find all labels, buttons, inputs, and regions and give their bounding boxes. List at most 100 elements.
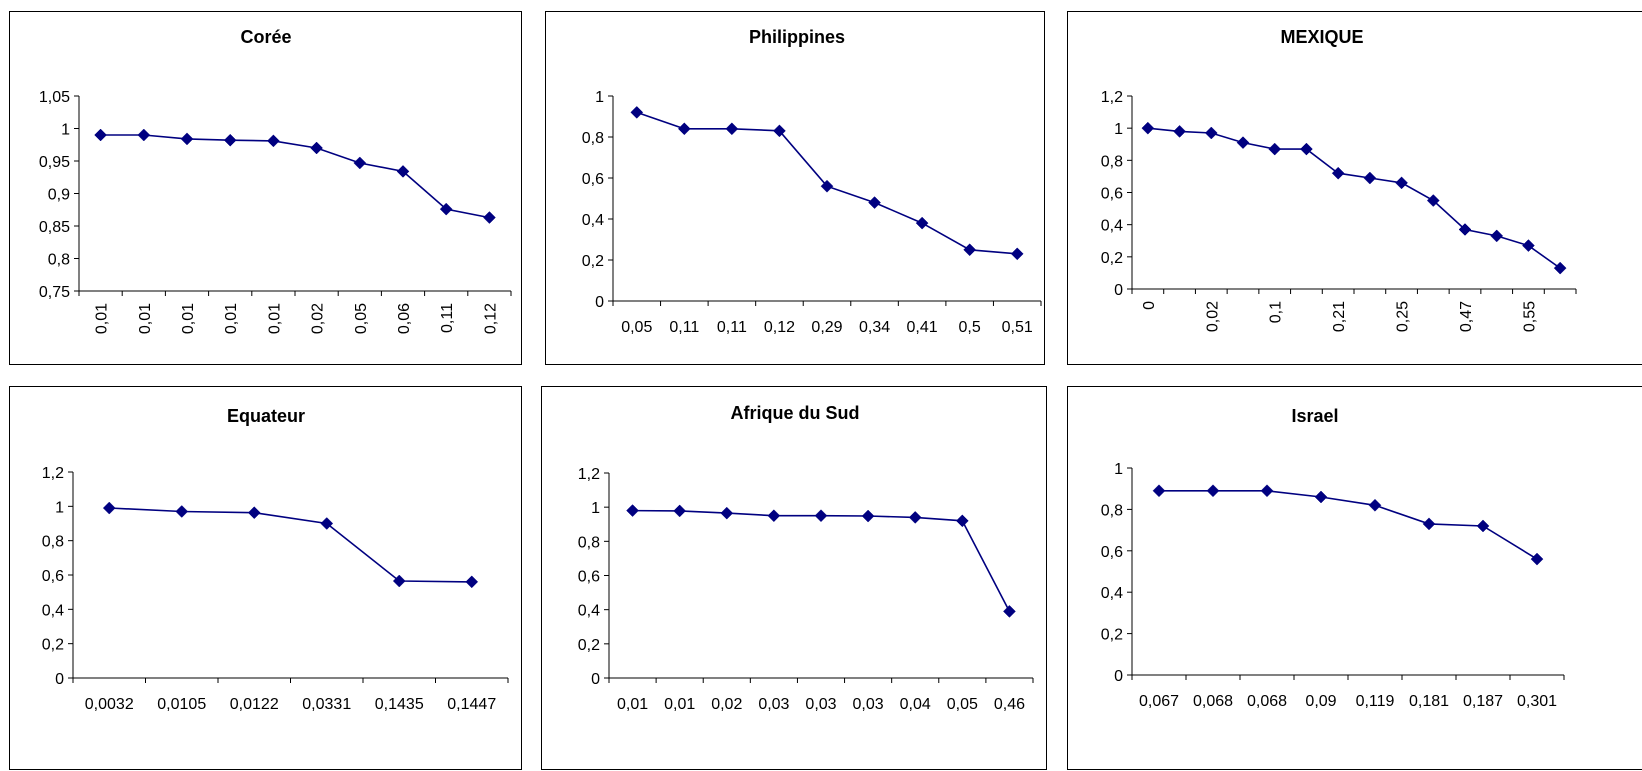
data-point	[630, 106, 644, 119]
data-point	[1206, 484, 1220, 498]
chart-title: Philippines	[749, 27, 845, 47]
y-tick-label: 0,8	[1101, 153, 1123, 170]
y-tick-label: 1	[61, 122, 70, 139]
y-tick-label: 0,2	[1101, 250, 1123, 267]
x-tick-label: 0,0032	[85, 696, 134, 713]
y-tick-label: 1	[595, 89, 604, 106]
y-tick-label: 0,8	[582, 130, 604, 147]
data-point	[1458, 223, 1472, 236]
data-point	[1152, 484, 1166, 498]
data-point	[137, 128, 151, 142]
y-tick-label: 1,2	[42, 465, 64, 482]
chart-philippines: Philippines 0 0,2 0,4 0,6 0,8 1 0,05 0,11 0,11 0,1…	[582, 27, 1042, 336]
chart-israel: Israel 0 0,2 0,4 0,6 0,8 1 0,067 0,068 0,068 0,09 0…	[1101, 406, 1565, 710]
series-line	[109, 507, 472, 583]
data-point	[1368, 498, 1382, 512]
data-point	[1476, 519, 1490, 533]
data-point	[1422, 517, 1436, 531]
data-point	[396, 165, 410, 178]
data-point	[820, 179, 834, 193]
x-tick-label: 0,1435	[375, 696, 424, 713]
y-tick-label: 0,6	[578, 569, 600, 586]
series-line	[1147, 127, 1561, 269]
x-tick-label: 0,51	[1002, 319, 1033, 336]
y-tick-label: 0,6	[1101, 544, 1123, 561]
data-point	[720, 506, 734, 520]
data-point	[861, 509, 875, 523]
data-point	[483, 211, 496, 224]
y-tick-label: 0,2	[1101, 627, 1123, 644]
x-tick-label: 0,068	[1193, 693, 1233, 710]
chart-title: Corée	[240, 27, 291, 47]
x-tick-label: 0,05	[947, 696, 978, 713]
data-point	[908, 511, 922, 524]
x-tick-label: 0,01	[180, 303, 197, 334]
data-point	[1522, 239, 1535, 252]
data-point	[963, 243, 977, 257]
x-tick-label: 0,067	[1139, 693, 1179, 710]
y-tick-label: 0	[595, 294, 604, 311]
x-tick-label: 0,01	[223, 303, 240, 334]
chart-panel-israel: Israel 0 0,2 0,4 0,6 0,8 1 0,067 0,068 0,068 0,09 0…	[1067, 386, 1642, 770]
data-point	[392, 574, 406, 588]
chart-equateur: Equateur 0 0,2 0,4 0,6 0,8 1 1,2 0,0032 0,0105 0,0…	[42, 406, 509, 713]
y-tick-label: 0,2	[578, 637, 600, 654]
data-point	[1426, 194, 1440, 207]
x-tick-label: 0,21	[1331, 301, 1348, 332]
data-point	[915, 216, 929, 230]
data-point	[180, 132, 194, 146]
y-tick-label: 1,2	[578, 466, 600, 483]
y-tick-label: 1	[1114, 461, 1123, 478]
series-line	[632, 509, 1011, 612]
data-point	[175, 505, 189, 518]
chart-panel-mexique: MEXIQUE 0 0,2 0,4 0,6 0,8 1 1,2 0 0,02 0,1 0,21 0,25…	[1067, 11, 1642, 365]
data-point	[1363, 171, 1377, 185]
chart-title: Israel	[1291, 406, 1338, 426]
y-tick-label: 0,4	[1101, 218, 1123, 235]
data-point	[1268, 142, 1282, 156]
y-tick-label: 0,8	[1101, 502, 1123, 519]
y-tick-label: 1,05	[39, 89, 70, 106]
y-tick-label: 1	[1114, 121, 1123, 138]
data-point	[1300, 142, 1313, 156]
y-tick-label: 1	[55, 499, 64, 516]
data-point	[1490, 229, 1504, 243]
data-point	[1010, 247, 1024, 261]
y-tick-label: 0,2	[582, 253, 604, 270]
y-tick-label: 0,95	[39, 154, 70, 171]
y-tick-label: 0	[1114, 668, 1123, 685]
x-tick-label: 0,01	[94, 303, 111, 334]
data-point	[773, 124, 786, 138]
x-tick-label: 0,01	[137, 303, 154, 334]
x-tick-label: 0,12	[482, 303, 499, 334]
chart-title: Equateur	[227, 406, 305, 426]
data-point	[1236, 136, 1250, 149]
x-tick-label: 0,02	[310, 303, 327, 334]
x-tick-label: 0,55	[1521, 301, 1538, 332]
data-point	[439, 202, 453, 216]
data-point	[465, 575, 479, 589]
data-point	[814, 509, 828, 523]
y-tick-label: 0	[55, 671, 64, 688]
data-point	[1173, 125, 1186, 138]
chart-panel-philippines: Philippines 0 0,2 0,4 0,6 0,8 1 0,05 0,11 0,11 0,1…	[545, 11, 1045, 365]
chart-title: MEXIQUE	[1280, 27, 1363, 47]
y-tick-label: 0,8	[42, 534, 64, 551]
x-tick-label: 0,47	[1458, 301, 1475, 332]
x-tick-label: 0,068	[1247, 693, 1287, 710]
data-point	[1331, 166, 1345, 180]
data-point	[1141, 121, 1155, 135]
x-tick-label: 0,11	[669, 319, 699, 336]
data-point	[767, 509, 781, 523]
data-point	[1204, 126, 1218, 140]
x-tick-label: 0,46	[994, 696, 1025, 713]
x-tick-label: 0,03	[805, 696, 836, 713]
data-point	[868, 196, 881, 209]
data-point	[310, 141, 323, 155]
data-point	[1553, 261, 1567, 275]
data-point	[1395, 176, 1408, 190]
data-point	[725, 122, 739, 136]
data-point	[102, 501, 116, 515]
x-tick-label: 0,04	[900, 696, 931, 713]
y-tick-label: 1	[591, 500, 600, 517]
